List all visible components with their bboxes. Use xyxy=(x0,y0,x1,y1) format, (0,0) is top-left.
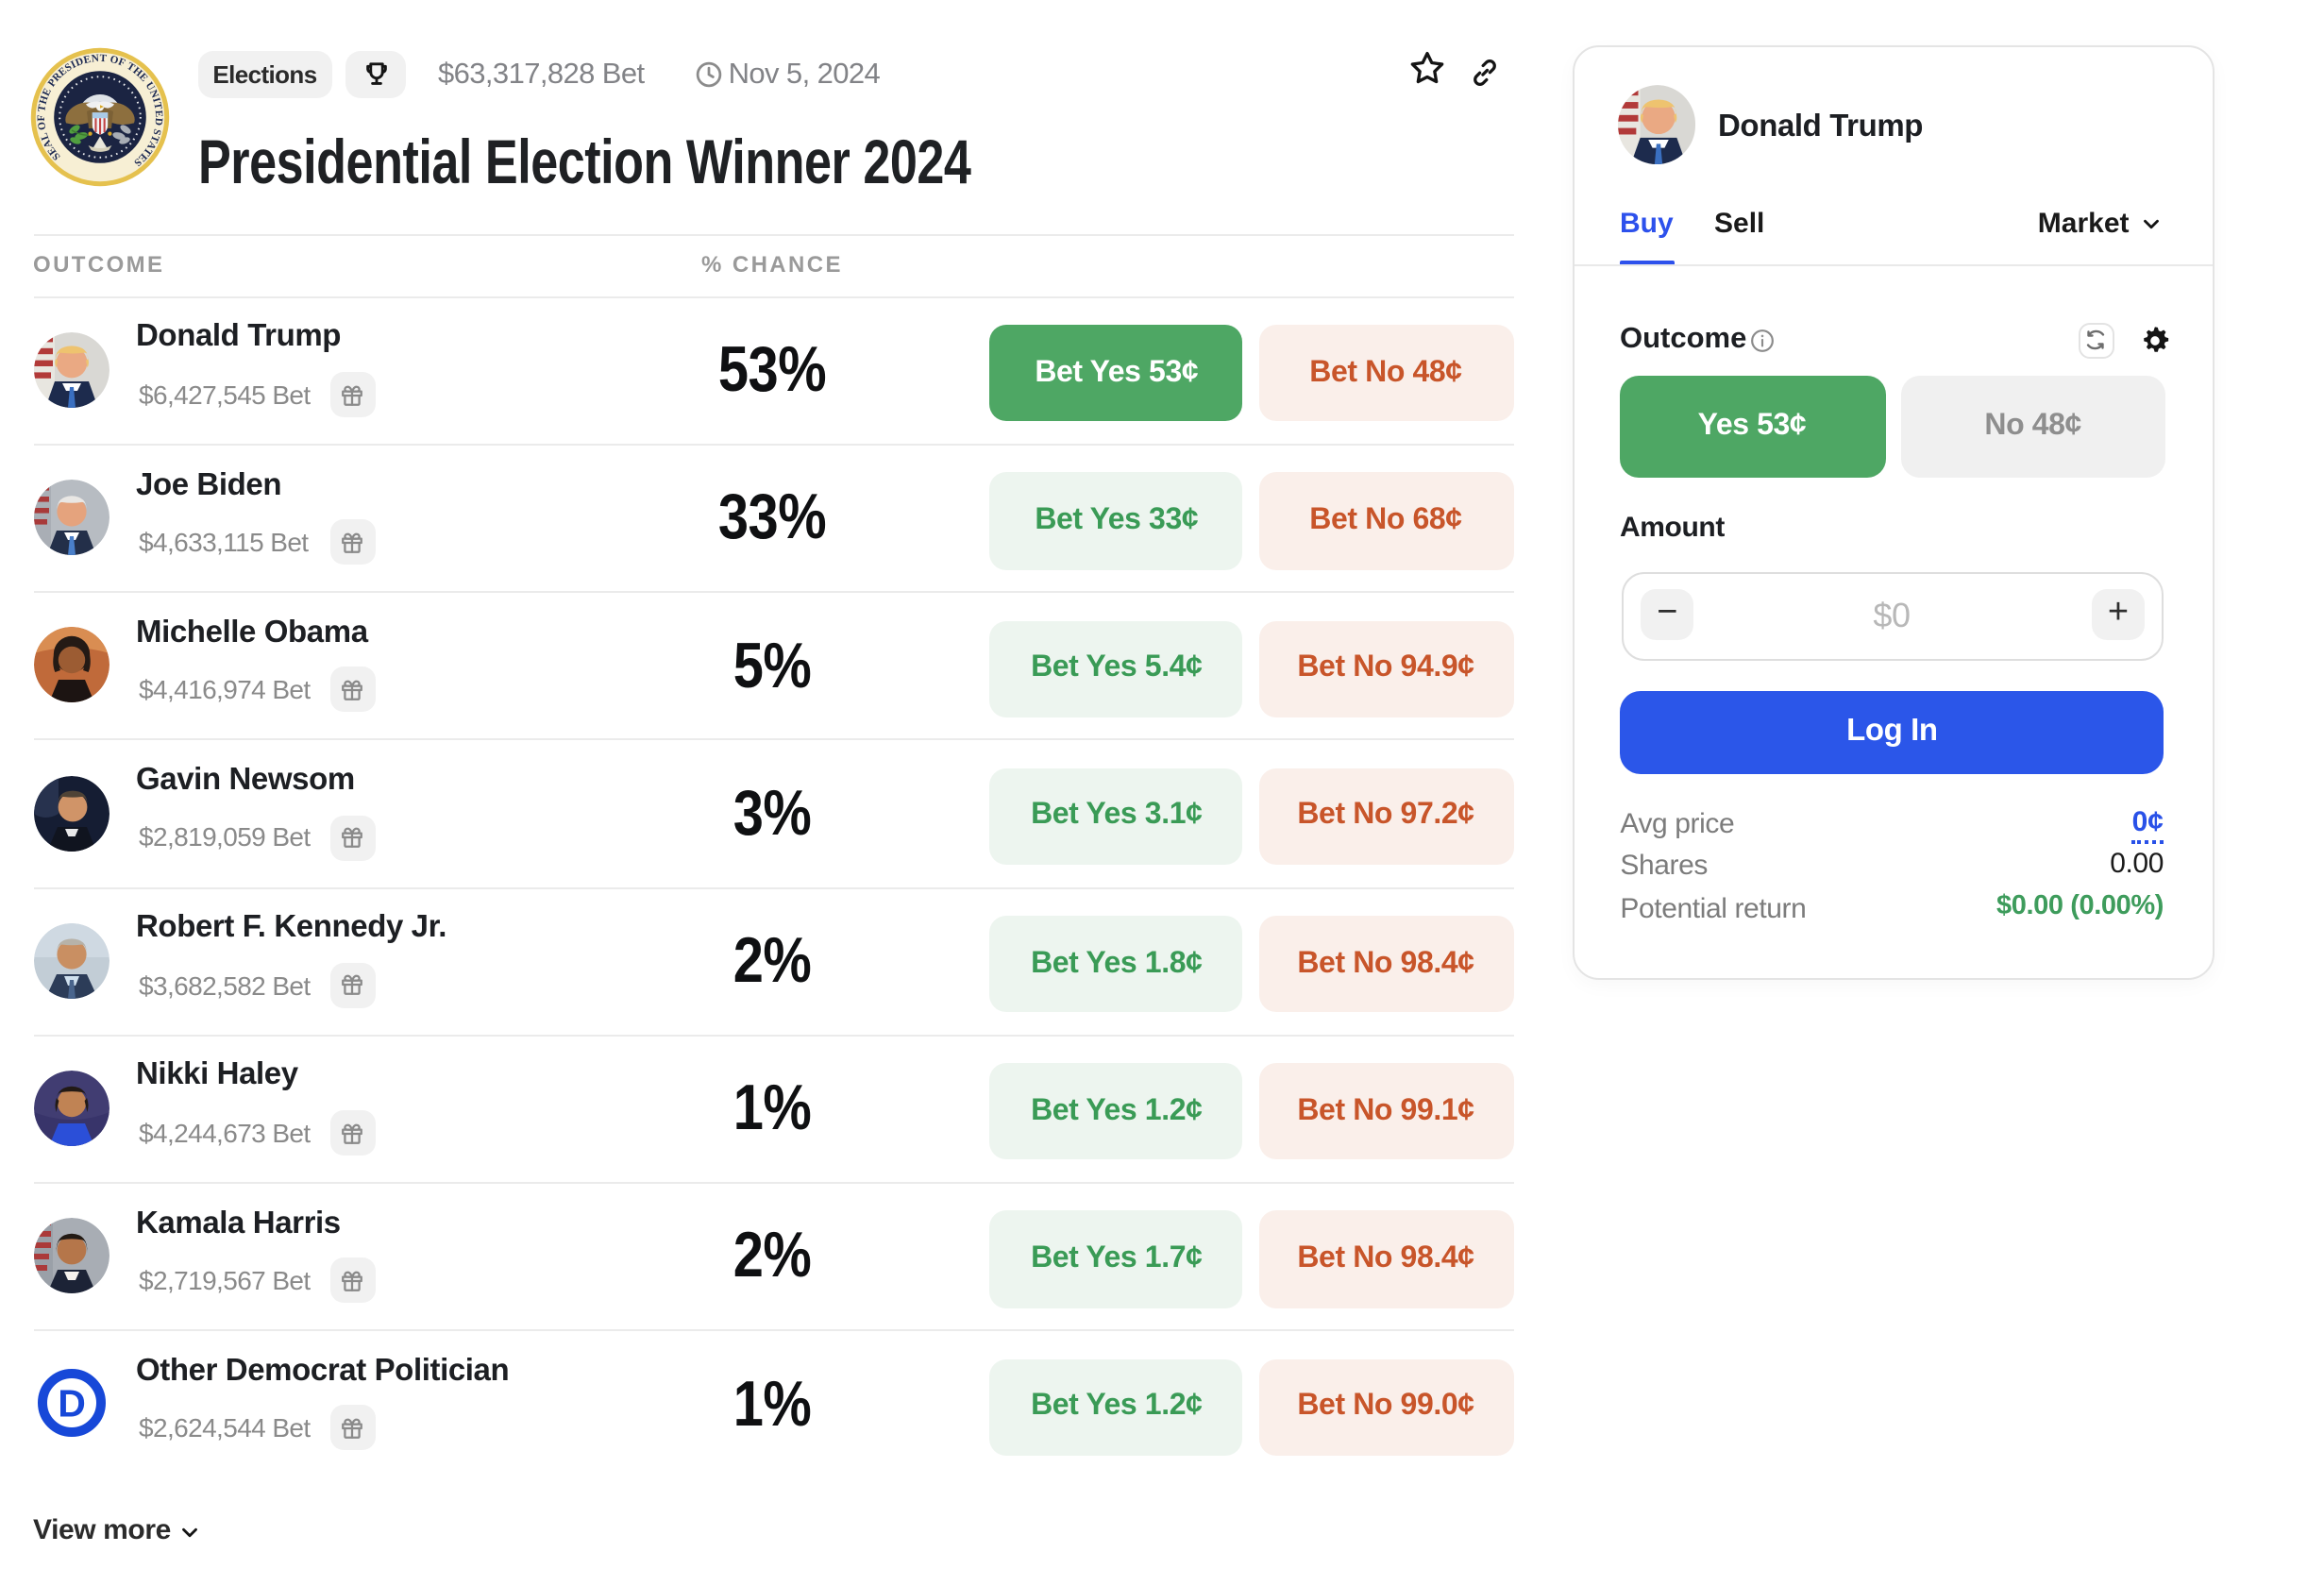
svg-text:D: D xyxy=(57,1382,85,1426)
